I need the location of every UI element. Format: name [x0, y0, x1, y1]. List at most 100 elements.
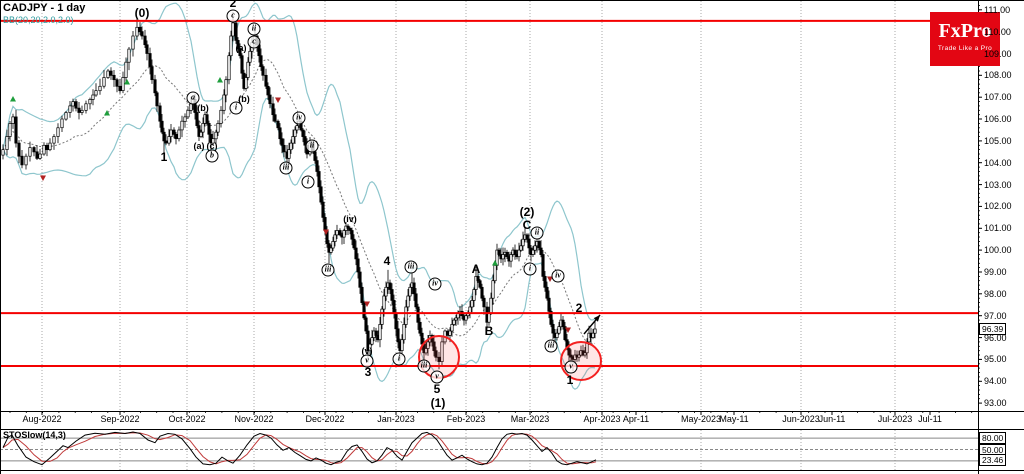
candle-body [358, 271, 362, 288]
wave-label-circled: v [430, 370, 444, 384]
candle-body [38, 153, 42, 159]
date-tick-label: Jul-2023 [877, 414, 913, 424]
candle-body [293, 129, 297, 137]
wave-label: (a) [193, 141, 205, 151]
price-tick-label: 100.00 [984, 245, 1012, 256]
candle-body [531, 249, 535, 255]
candle-body [319, 186, 323, 203]
candle-body [555, 332, 559, 338]
candle-body [400, 339, 404, 351]
date-tick-label: Jun-11 [818, 414, 846, 424]
candle-body [195, 112, 199, 126]
wave-label-circled: c [247, 35, 261, 49]
candle-body [106, 70, 110, 78]
candle-body [88, 99, 92, 105]
wave-label-circled: iii [404, 260, 418, 274]
candle-body [487, 313, 491, 323]
candle-body [342, 230, 346, 238]
candle-body [474, 276, 478, 290]
wave-label: A [471, 262, 481, 276]
date-tick-label: Jan-2023 [377, 414, 415, 424]
candle-body [408, 286, 412, 297]
candle-body [472, 289, 476, 301]
candle-body [370, 337, 374, 345]
candle-body [491, 280, 495, 299]
candle-body [364, 317, 368, 332]
candle-body [521, 238, 525, 247]
candle-body [153, 79, 157, 94]
candle-body [112, 74, 116, 81]
candle-body [180, 120, 184, 131]
candle-body [382, 295, 386, 310]
candle-body [440, 341, 444, 362]
wave-label: (b) [197, 103, 209, 113]
candle-body [199, 131, 203, 137]
fxpro-logo: FxPro Trade Like a Pro [930, 12, 1000, 66]
price-tick-label: 108.00 [984, 70, 1012, 81]
wave-label: (c) [206, 141, 218, 151]
candle-body [315, 160, 319, 172]
candle-body [350, 230, 354, 240]
projection-arrow-head [593, 315, 600, 322]
candle-body [207, 123, 211, 135]
candle-body [527, 238, 531, 249]
candle-body [396, 328, 400, 343]
candle-body [150, 66, 154, 81]
candle-body [261, 66, 265, 76]
candle-body [591, 332, 595, 338]
candle-body [24, 155, 28, 166]
candle-body [259, 55, 263, 67]
candle-body [420, 332, 424, 345]
price-tick-label: 102.00 [984, 201, 1012, 212]
date-tick-label: May-11 [719, 414, 749, 424]
price-tick-label: 109.00 [984, 48, 1012, 59]
candle-body [227, 55, 231, 81]
candle-body [115, 79, 119, 87]
candle-body [525, 234, 529, 240]
wave-label-circled: ii [247, 22, 261, 36]
candle-body [84, 103, 88, 111]
price-tick-label: 96.00 [984, 332, 1007, 343]
candle-body [478, 280, 482, 288]
price-tick-label: 106.00 [984, 114, 1012, 125]
candle-body [5, 136, 9, 150]
candle-body [335, 230, 339, 236]
candle-body [264, 74, 268, 87]
stochastic-k-line [2, 431, 597, 466]
wave-label-circled: iv [551, 269, 565, 283]
candle-body [404, 306, 408, 325]
candle-body [519, 245, 523, 251]
candle-body [224, 79, 228, 96]
candle-body [64, 112, 68, 120]
price-tick-label: 111.00 [984, 4, 1011, 15]
candle-body [394, 313, 398, 330]
sell-signal-icon [275, 97, 281, 103]
price-tick-label: 93.00 [984, 398, 1007, 409]
candle-body [80, 109, 84, 113]
current-price-box: 96.39 [979, 323, 1007, 336]
wave-label: (1) [430, 396, 446, 410]
wave-label-circled: iv [428, 277, 442, 291]
candle-body [177, 129, 181, 140]
candle-body [35, 151, 39, 159]
candle-body [102, 77, 106, 87]
buy-signal-icon [10, 96, 16, 102]
candle-body [238, 48, 242, 57]
bollinger-indicator-label: BB(20,20,2.0,2.0) [3, 15, 74, 25]
wave-label: 5 [433, 382, 441, 396]
candle-body [295, 125, 299, 131]
candle-body [143, 35, 147, 46]
candle-body [121, 77, 125, 91]
candle-body [384, 286, 388, 297]
candle-body [366, 330, 370, 352]
candle-body [48, 142, 52, 151]
candle-body [219, 109, 223, 124]
candle-body [183, 116, 187, 122]
candle-body [331, 241, 335, 249]
candle-body [234, 22, 238, 41]
candle-body [569, 354, 573, 358]
candle-body [124, 61, 128, 78]
price-tick-label: 94.00 [984, 376, 1007, 387]
candle-body [577, 354, 581, 358]
